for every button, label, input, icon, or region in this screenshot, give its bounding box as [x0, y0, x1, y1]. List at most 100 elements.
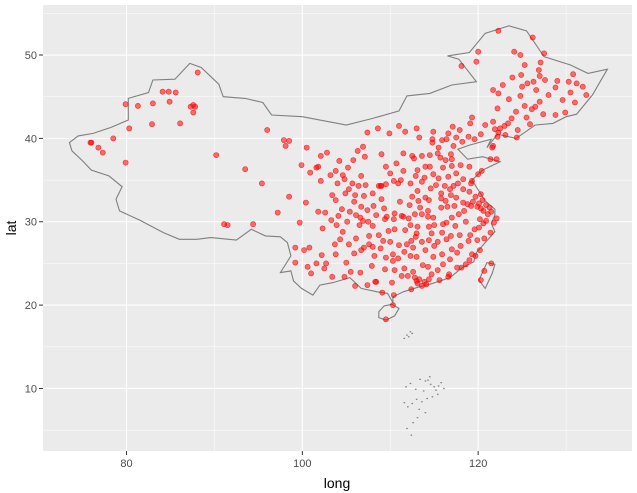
- data-point: [413, 230, 420, 237]
- data-point: [567, 89, 574, 96]
- data-point: [428, 271, 435, 278]
- data-point: [462, 218, 469, 225]
- data-point: [481, 267, 488, 274]
- data-point: [391, 210, 398, 217]
- data-point: [476, 216, 483, 223]
- data-point: [491, 126, 498, 133]
- data-point: [458, 63, 465, 69]
- island-mark: [405, 386, 407, 388]
- data-point: [361, 153, 368, 160]
- data-point: [460, 199, 467, 206]
- data-point: [552, 112, 559, 118]
- data-point: [434, 238, 441, 245]
- data-point: [481, 235, 488, 242]
- x-tick-label: 80: [120, 458, 132, 470]
- data-point: [411, 274, 418, 281]
- x-tick-label: 120: [469, 458, 487, 470]
- data-point: [414, 223, 421, 230]
- data-point: [428, 230, 435, 237]
- data-point: [407, 252, 414, 259]
- data-point: [396, 198, 403, 205]
- data-point: [364, 282, 371, 288]
- x-tick-label: 100: [293, 458, 311, 470]
- data-point: [315, 208, 322, 215]
- data-point: [450, 182, 457, 189]
- data-point: [110, 135, 117, 142]
- island-mark: [411, 332, 414, 335]
- data-point: [334, 180, 341, 187]
- data-point: [494, 133, 501, 140]
- data-point: [562, 109, 569, 116]
- data-point: [274, 209, 281, 216]
- data-point: [382, 163, 389, 170]
- data-point: [324, 149, 330, 156]
- data-point: [126, 125, 133, 132]
- island-mark: [406, 427, 408, 430]
- data-point: [358, 203, 365, 210]
- island-mark: [415, 398, 418, 400]
- data-point: [355, 182, 362, 189]
- island-mark: [427, 379, 429, 381]
- data-point: [465, 133, 472, 140]
- data-point: [439, 251, 445, 258]
- data-point: [518, 72, 525, 78]
- data-point: [413, 125, 420, 132]
- data-point: [307, 169, 314, 176]
- data-point: [165, 88, 172, 95]
- data-point: [177, 120, 183, 127]
- data-point: [400, 213, 407, 220]
- data-point: [413, 253, 420, 260]
- data-point: [407, 222, 414, 228]
- data-point: [509, 74, 516, 81]
- data-point: [459, 138, 466, 145]
- island-mark: [403, 402, 406, 404]
- island-mark: [419, 378, 421, 380]
- data-point: [351, 198, 358, 205]
- data-point: [573, 80, 580, 87]
- data-point: [418, 238, 425, 245]
- data-point: [380, 237, 387, 244]
- data-point: [499, 82, 506, 88]
- data-point: [403, 241, 410, 248]
- data-point: [368, 262, 375, 269]
- data-point: [322, 209, 329, 216]
- points-layer: [87, 27, 590, 323]
- data-point: [421, 174, 428, 181]
- data-point: [468, 202, 474, 209]
- data-point: [453, 134, 460, 141]
- data-point: [528, 106, 535, 113]
- data-point: [391, 267, 398, 273]
- data-point: [408, 237, 415, 244]
- data-point: [296, 219, 303, 226]
- data-point: [159, 88, 166, 95]
- data-point: [434, 150, 441, 157]
- data-point: [418, 282, 425, 289]
- data-point: [521, 103, 528, 109]
- data-point: [442, 197, 449, 204]
- data-point: [329, 192, 336, 198]
- data-point: [415, 197, 422, 204]
- data-point: [407, 180, 414, 187]
- island-mark: [407, 336, 410, 338]
- data-point: [213, 152, 220, 158]
- island-mark: [411, 402, 414, 405]
- data-point: [442, 157, 449, 163]
- data-point: [439, 229, 445, 236]
- data-point: [448, 162, 455, 169]
- data-point: [469, 114, 475, 121]
- data-point: [552, 84, 559, 91]
- data-point: [444, 203, 451, 210]
- data-point: [430, 128, 437, 135]
- data-point: [389, 279, 395, 286]
- data-point: [352, 192, 358, 198]
- data-point: [318, 252, 325, 258]
- data-point: [410, 268, 416, 275]
- data-point: [286, 137, 292, 144]
- data-point: [456, 232, 463, 238]
- data-point: [301, 247, 307, 253]
- y-tick-label: 20: [25, 300, 37, 312]
- data-point: [517, 52, 524, 58]
- taiwan-boundary: [478, 261, 496, 290]
- data-point: [502, 132, 509, 138]
- data-point: [478, 167, 485, 174]
